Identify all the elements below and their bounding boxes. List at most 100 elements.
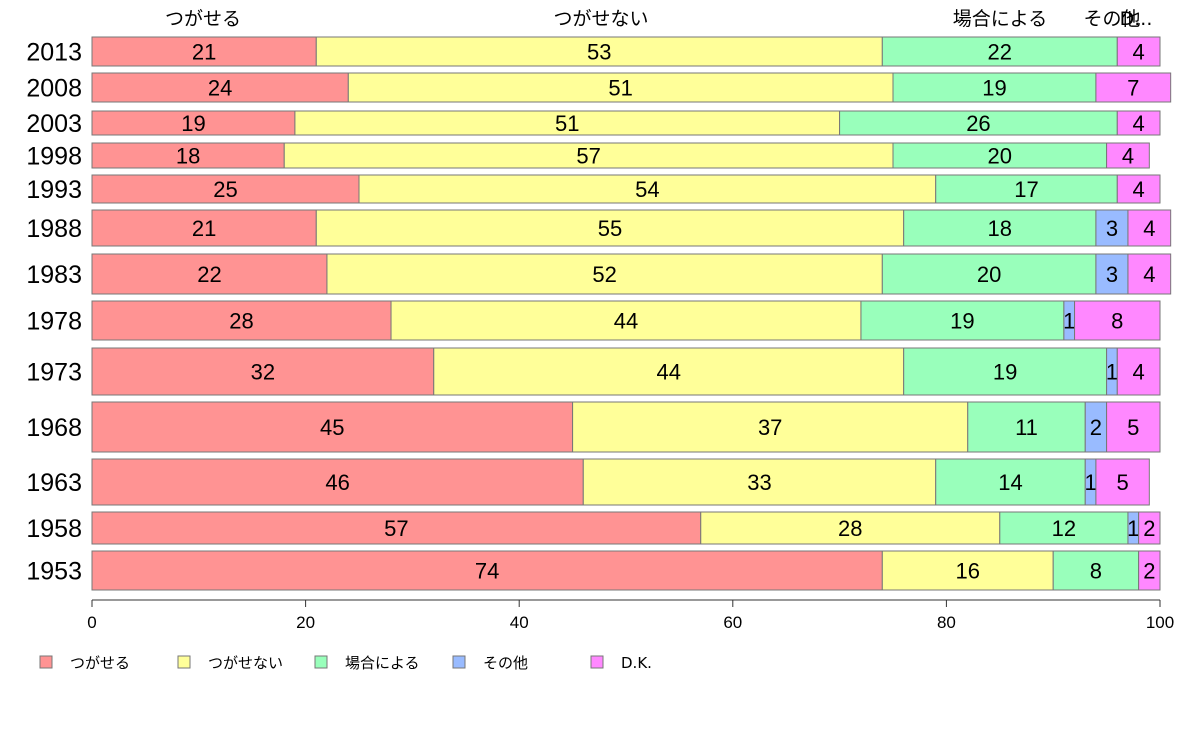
value-label-2013-2: 22 xyxy=(988,40,1012,65)
value-label-2013-4: 4 xyxy=(1133,40,1145,65)
bar-segment-2008-1 xyxy=(347,72,894,103)
value-label-1973-2: 19 xyxy=(993,360,1017,385)
bar-segment-2003-1 xyxy=(294,110,841,136)
bar-segment-1998-1 xyxy=(283,142,894,169)
value-label-1958-4: 2 xyxy=(1143,516,1155,541)
bar-segment-1993-1 xyxy=(358,174,937,204)
bar-segment-1968-0 xyxy=(91,401,574,453)
bar-segment-2013-4 xyxy=(1116,36,1161,67)
top-label-2: 場合による xyxy=(953,8,1047,30)
legend-swatch-4 xyxy=(590,655,604,669)
x-axis: 0 20 40 60 80 100 xyxy=(87,599,1174,632)
value-label-2003-1: 51 xyxy=(555,111,579,136)
legend-swatch-3 xyxy=(452,655,466,669)
top-label-4: D... xyxy=(1120,8,1153,30)
value-label-1958-0: 57 xyxy=(384,516,408,541)
bar-segment-1968-4 xyxy=(1106,401,1161,453)
value-label-1983-1: 52 xyxy=(592,262,616,287)
bars-group: 21 53 22 424 51 19 719 51 26 418 57 20 425 54 17 421 55 1… xyxy=(91,36,1172,591)
value-label-1968-2: 11 xyxy=(1015,415,1038,440)
value-label-2008-4: 7 xyxy=(1127,76,1139,101)
bar-segment-1973-0 xyxy=(91,347,435,396)
top-labels-group: つがせる つがせない 場合による その他D... xyxy=(165,8,1152,30)
bar-segment-1958-2 xyxy=(999,511,1129,545)
year-label-2013: 2013 xyxy=(26,39,82,67)
bar-segment-1988-2 xyxy=(903,209,1097,247)
value-label-1988-0: 21 xyxy=(192,216,216,241)
legend-label-3: その他 xyxy=(483,654,528,672)
value-label-1963-1: 33 xyxy=(747,470,771,495)
legend-swatch-0 xyxy=(39,655,53,669)
value-label-2008-0: 24 xyxy=(208,76,232,101)
bar-segment-2008-2 xyxy=(892,72,1097,103)
bar-segment-1963-2 xyxy=(935,458,1086,506)
value-label-1958-3: 1 xyxy=(1127,516,1139,541)
value-label-1953-0: 74 xyxy=(475,559,499,584)
value-label-1978-4: 8 xyxy=(1111,309,1123,334)
value-label-1953-2: 8 xyxy=(1090,559,1102,584)
bar-segment-1988-1 xyxy=(315,209,905,247)
bar-segment-1963-0 xyxy=(91,458,584,506)
year-label-2008: 2008 xyxy=(26,75,82,103)
value-label-2003-0: 19 xyxy=(181,111,205,136)
bar-segment-1978-0 xyxy=(91,300,392,341)
value-label-1968-1: 37 xyxy=(758,415,782,440)
value-label-1988-2: 18 xyxy=(988,216,1012,241)
value-label-1973-4: 4 xyxy=(1133,360,1145,385)
x-tick-label-80: 80 xyxy=(937,613,956,632)
bar-segment-1983-1 xyxy=(326,253,883,295)
value-label-1968-0: 45 xyxy=(320,415,344,440)
bar-segment-1978-4 xyxy=(1074,300,1161,341)
value-label-1983-4: 4 xyxy=(1143,262,1155,287)
value-label-2008-2: 19 xyxy=(982,76,1006,101)
value-label-1998-1: 57 xyxy=(576,144,600,169)
bar-segment-2013-0 xyxy=(91,36,317,67)
value-label-1968-3: 2 xyxy=(1090,415,1102,440)
x-tick-label-20: 20 xyxy=(296,613,315,632)
value-label-1988-3: 3 xyxy=(1106,216,1118,241)
bar-segment-1963-1 xyxy=(582,458,937,506)
legend-label-2: 場合による xyxy=(345,654,420,672)
value-label-1968-4: 5 xyxy=(1127,415,1139,440)
legend: つがせる つがせない 場合による その他 D.K. xyxy=(39,654,652,672)
value-label-1988-1: 55 xyxy=(598,216,622,241)
bar-segment-2013-2 xyxy=(881,36,1118,67)
bar-segment-1998-0 xyxy=(91,142,285,169)
value-label-1988-4: 4 xyxy=(1143,216,1155,241)
year-label-1963: 1963 xyxy=(26,469,82,497)
value-label-1963-3: 1 xyxy=(1084,470,1096,495)
x-tick-label-40: 40 xyxy=(510,613,529,632)
top-label-1: つがせない xyxy=(553,8,648,30)
bar-segment-1998-4 xyxy=(1106,142,1150,169)
value-label-1983-3: 3 xyxy=(1106,262,1118,287)
bar-segment-1988-0 xyxy=(91,209,317,247)
value-label-2013-0: 21 xyxy=(192,40,216,65)
value-label-1983-0: 22 xyxy=(197,262,221,287)
value-label-1953-1: 16 xyxy=(956,559,980,584)
year-label-1988: 1988 xyxy=(26,215,82,243)
value-label-1978-0: 28 xyxy=(229,309,253,334)
year-label-2003: 2003 xyxy=(26,110,82,138)
year-label-1993: 1993 xyxy=(26,176,82,204)
value-label-1953-4: 2 xyxy=(1143,559,1155,584)
value-label-2013-1: 53 xyxy=(587,40,611,65)
bar-segment-1958-4 xyxy=(1138,511,1161,545)
bar-segment-1983-2 xyxy=(881,253,1097,295)
bar-segment-2013-1 xyxy=(315,36,883,67)
value-label-1958-2: 12 xyxy=(1052,516,1076,541)
bar-segment-2008-4 xyxy=(1095,72,1172,103)
bar-segment-2008-0 xyxy=(91,72,349,103)
bar-segment-1963-4 xyxy=(1095,458,1150,506)
value-label-1983-2: 20 xyxy=(977,262,1001,287)
year-label-1978: 1978 xyxy=(26,308,82,336)
value-label-1963-0: 46 xyxy=(325,470,349,495)
x-tick-label-100: 100 xyxy=(1146,613,1174,632)
value-label-1963-2: 14 xyxy=(998,470,1022,495)
bar-segment-1983-3 xyxy=(1095,253,1129,295)
value-label-1958-1: 28 xyxy=(838,516,862,541)
value-label-2003-4: 4 xyxy=(1133,111,1145,136)
x-tick-label-0: 0 xyxy=(87,613,96,632)
value-label-1998-0: 18 xyxy=(176,144,200,169)
value-label-1993-0: 25 xyxy=(213,177,237,202)
year-label-1968: 1968 xyxy=(26,414,82,442)
